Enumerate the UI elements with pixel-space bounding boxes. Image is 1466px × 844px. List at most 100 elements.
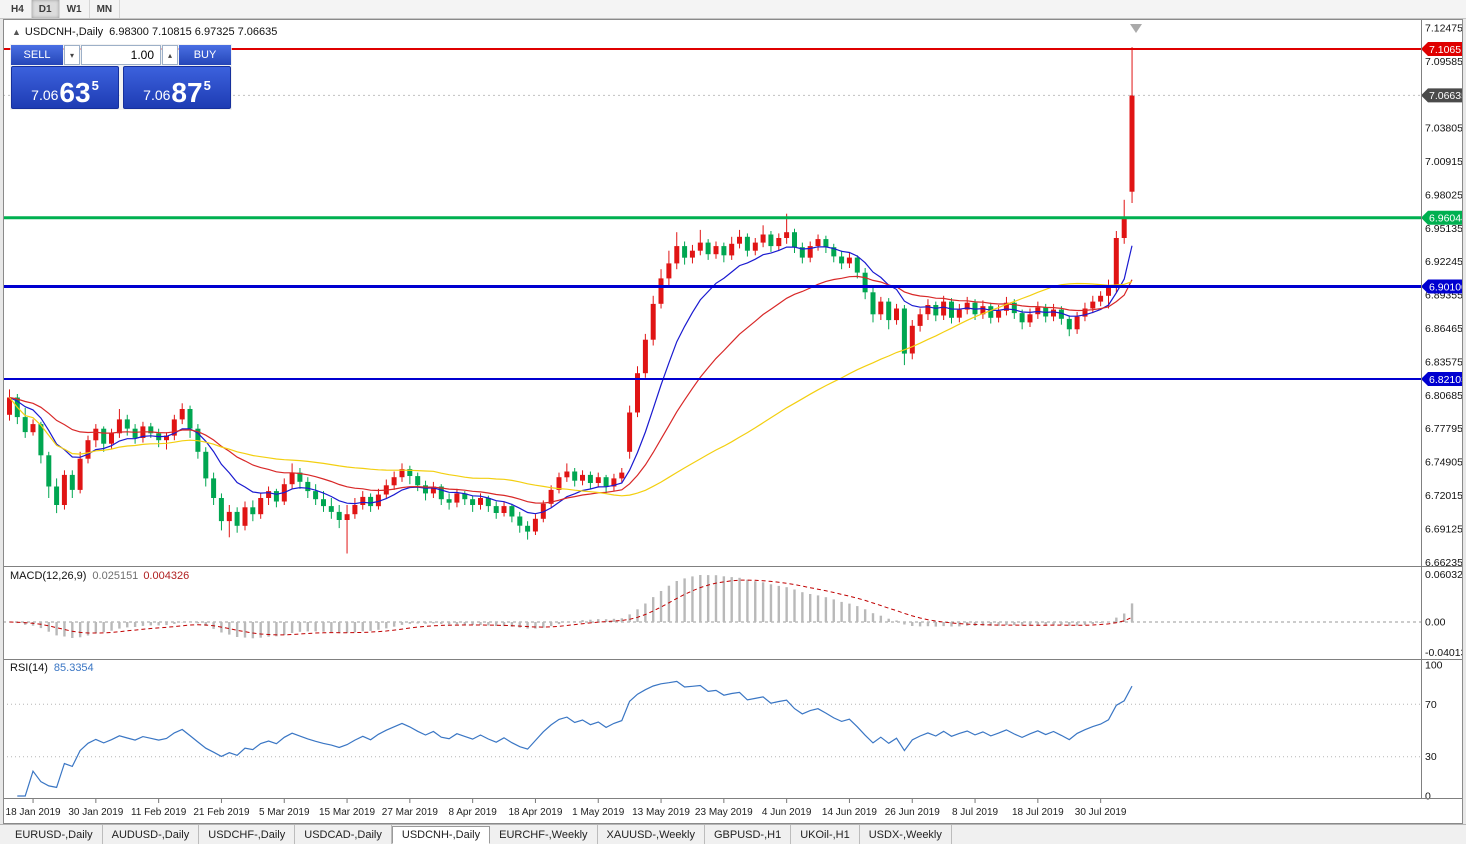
- candle-body: [587, 474, 593, 483]
- tab-eurchf-weekly[interactable]: EURCHF-,Weekly: [490, 825, 598, 844]
- candle-body: [603, 477, 609, 487]
- timeframe-mn[interactable]: MN: [90, 0, 121, 18]
- chart-symbol-period: USDCNH-,Daily: [24, 26, 104, 38]
- candle-body: [423, 485, 428, 494]
- candle-body: [462, 493, 468, 500]
- tab-usdcnh-daily[interactable]: USDCNH-,Daily: [391, 826, 491, 844]
- candle-body: [7, 397, 12, 415]
- date-label: 18 Apr 2019: [508, 807, 562, 818]
- rsi-indicator-label: RSI(14) 85.3354: [10, 662, 94, 674]
- candle-body: [650, 303, 656, 340]
- buy-price-button[interactable]: 7.06 87 5: [123, 66, 231, 109]
- candle-body: [171, 419, 177, 436]
- tab-audusd-daily[interactable]: AUDUSD-,Daily: [103, 825, 200, 844]
- candle-body: [485, 498, 491, 507]
- price-tick: 6.66235: [1425, 557, 1463, 569]
- chart-area[interactable]: 7.124757.095857.066957.038057.009156.980…: [3, 19, 1466, 824]
- candle-body: [925, 305, 931, 315]
- rsi-value: 85.3354: [53, 662, 94, 674]
- volume-decrease-button[interactable]: ▾: [64, 45, 80, 65]
- tab-xauusd-weekly[interactable]: XAUUSD-,Weekly: [598, 825, 705, 844]
- chart-canvas[interactable]: 7.124757.095857.066957.038057.009156.980…: [3, 19, 1466, 824]
- candle-body: [454, 493, 460, 503]
- price-tick: 6.72015: [1425, 490, 1463, 502]
- timeframe-w1[interactable]: W1: [60, 0, 90, 18]
- candle-body: [407, 469, 413, 476]
- candle-body: [266, 491, 272, 498]
- svg-text:7.10651: 7.10651: [1429, 44, 1463, 56]
- date-label: 8 Apr 2019: [448, 807, 497, 818]
- candle-body: [807, 246, 813, 258]
- candle-body: [689, 250, 695, 258]
- candle-body: [30, 424, 36, 433]
- date-label: 30 Jan 2019: [68, 807, 123, 818]
- volume-increase-button[interactable]: ▴: [162, 45, 178, 65]
- timeframe-toolbar: H4 D1 W1 MN: [0, 0, 1466, 19]
- candle-body: [116, 419, 122, 434]
- candle-body: [234, 511, 240, 526]
- timeframe-h4[interactable]: H4: [4, 0, 32, 18]
- candle-body: [846, 257, 852, 264]
- date-label: 18 Jan 2019: [6, 807, 61, 818]
- candle-body: [721, 246, 727, 256]
- candles-layer: [7, 47, 1135, 554]
- candle-body: [525, 525, 531, 532]
- candle-body: [752, 242, 758, 251]
- tab-ukoil-h1[interactable]: UKOil-,H1: [791, 825, 860, 844]
- tab-usdx-weekly[interactable]: USDX-,Weekly: [860, 825, 952, 844]
- date-label: 30 Jul 2019: [1075, 807, 1127, 818]
- price-tick: 7.12475: [1425, 22, 1463, 34]
- candle-body: [438, 486, 444, 500]
- price-line-tag: 6.90100: [1421, 279, 1466, 294]
- candle-body: [242, 507, 248, 526]
- candle-body: [470, 499, 476, 505]
- candle-body: [203, 451, 209, 479]
- collapse-trade-panel-icon[interactable]: ▲: [12, 27, 21, 37]
- price-line-tag: 6.82103: [1421, 372, 1466, 386]
- candle-body: [619, 472, 625, 479]
- sell-header-button[interactable]: SELL: [11, 45, 63, 65]
- buy-header-button[interactable]: BUY: [179, 45, 231, 65]
- tab-eurusd-daily[interactable]: EURUSD-,Daily: [6, 825, 103, 844]
- date-label: 11 Feb 2019: [131, 807, 187, 818]
- price-tick: 6.83575: [1425, 356, 1463, 368]
- candle-body: [368, 496, 374, 507]
- candle-body: [1121, 217, 1127, 238]
- price-tick: 6.92245: [1425, 256, 1463, 268]
- candle-body: [595, 477, 601, 483]
- candle-body: [917, 314, 923, 326]
- candle-body: [336, 511, 342, 520]
- candle-body: [1035, 307, 1041, 315]
- candle-body: [941, 301, 947, 316]
- sell-price-point: 5: [91, 78, 99, 93]
- ma-line-25: [9, 275, 1133, 504]
- candle-body: [250, 507, 256, 515]
- date-label: 23 May 2019: [695, 807, 753, 818]
- svg-text:6.96044: 6.96044: [1429, 213, 1463, 225]
- candle-body: [642, 339, 648, 374]
- tab-usdcad-daily[interactable]: USDCAD-,Daily: [295, 825, 392, 844]
- sell-price-button[interactable]: 7.06 63 5: [11, 66, 119, 109]
- candle-body: [564, 471, 570, 478]
- volume-input[interactable]: [81, 45, 161, 65]
- candle-body: [258, 498, 264, 515]
- candle-body: [1106, 285, 1111, 296]
- candle-body: [69, 474, 75, 490]
- candle-body: [729, 243, 735, 256]
- tab-gbpusd-h1[interactable]: GBPUSD-,H1: [705, 825, 792, 844]
- candle-body: [101, 428, 107, 444]
- date-label: 18 Jul 2019: [1012, 807, 1064, 818]
- tab-usdchf-daily[interactable]: USDCHF-,Daily: [199, 825, 296, 844]
- candle-body: [964, 302, 970, 310]
- price-line-tag: 7.10651: [1421, 42, 1466, 56]
- candle-body: [289, 472, 295, 485]
- timeframe-d1[interactable]: D1: [31, 0, 60, 18]
- candle-body: [478, 498, 483, 505]
- candle-body: [894, 308, 899, 321]
- candle-body: [933, 305, 939, 316]
- rsi-axis-label: 100: [1425, 660, 1443, 672]
- candle-body: [996, 310, 1002, 318]
- price-tick: 6.74905: [1425, 457, 1463, 469]
- candle-body: [854, 257, 860, 273]
